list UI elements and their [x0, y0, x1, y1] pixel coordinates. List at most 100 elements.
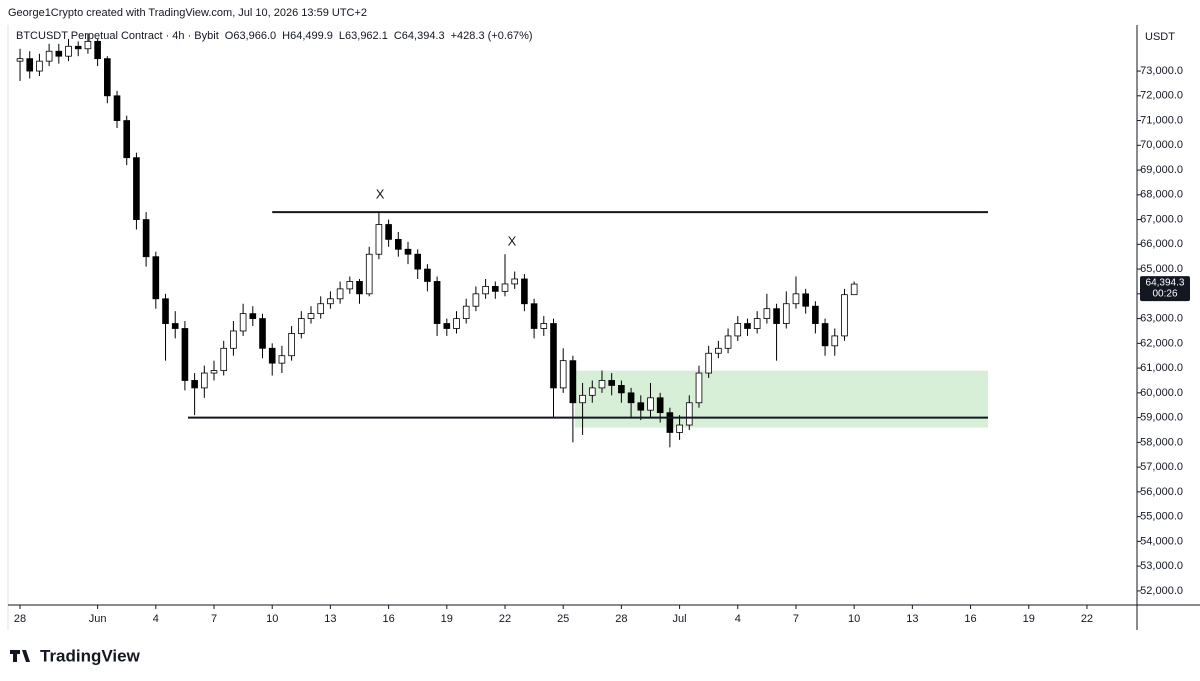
candle-body: [569, 360, 577, 404]
candle-body: [191, 380, 198, 389]
candle-body: [666, 412, 674, 433]
candle-body: [511, 278, 519, 285]
candle-body: [424, 268, 431, 282]
price-tag-label: 64,394.3: [1146, 278, 1185, 289]
candle-body: [821, 323, 829, 347]
candle-body: [850, 283, 858, 296]
candle-body: [521, 278, 528, 305]
currency: USDT: [1145, 31, 1175, 43]
candle-body: [210, 370, 218, 374]
logo-text: TradingView: [40, 646, 141, 665]
x-tick-label: 19: [1023, 613, 1035, 625]
candle-body: [462, 305, 470, 319]
candle-body: [676, 424, 683, 433]
candle-body: [249, 313, 257, 319]
x-tick-label: 13: [324, 613, 336, 625]
candle-body: [792, 293, 800, 305]
candle-body: [579, 394, 586, 404]
candle-body: [317, 303, 325, 315]
candle-body: [171, 323, 179, 329]
candle-body: [831, 335, 839, 347]
candle-body: [288, 333, 295, 357]
y-tick-label: 71,000.0: [1140, 114, 1183, 126]
x-tick-label: 22: [499, 613, 511, 625]
credit: George1Crypto created with TradingView.c…: [8, 7, 367, 19]
candle-body: [394, 238, 402, 250]
x-tick-label: 22: [1081, 613, 1093, 625]
x-tick-label: 10: [266, 613, 278, 625]
legend-symbol: BTCUSDT Perpetual Contract · 4h · Bybit: [16, 30, 219, 42]
candle-body: [356, 281, 363, 295]
legend-change: +428.3 (+0.67%): [451, 30, 533, 42]
candle-body: [123, 120, 131, 159]
candle-body: [36, 60, 43, 72]
candle-body: [491, 286, 499, 292]
candle-body: [65, 45, 72, 57]
x-tick-label: 28: [14, 613, 26, 625]
candle-body: [230, 330, 237, 349]
logo-mark: [10, 650, 30, 662]
legend: BTCUSDT Perpetual Contract · 4h · Bybit O…: [16, 30, 533, 42]
x-tick-label: 16: [964, 613, 976, 625]
candle-body: [268, 347, 276, 364]
y-tick-label: 70,000.0: [1140, 139, 1183, 151]
x-tick-label: 25: [557, 613, 569, 625]
y-tick-label: 56,000.0: [1140, 486, 1183, 498]
legend-high: H64,499.9: [282, 30, 333, 42]
candle-body: [637, 402, 645, 411]
candle-body: [482, 286, 489, 295]
y-tick-label: 65,000.0: [1140, 263, 1183, 275]
annotation: X: [508, 233, 517, 248]
y-tick-label: 69,000.0: [1140, 164, 1183, 176]
candle-body: [715, 347, 722, 354]
candle-body: [773, 308, 780, 324]
x-tick-label: 28: [615, 613, 627, 625]
price-tag-countdown: 00:26: [1152, 289, 1177, 300]
annotation: X: [376, 186, 385, 201]
candle-body: [113, 95, 121, 121]
candle-body: [26, 58, 34, 72]
candle-body: [307, 313, 315, 319]
x-tick-label: 7: [793, 613, 799, 625]
candle-body: [94, 40, 101, 60]
x-tick-label: Jul: [673, 613, 687, 625]
y-tick-label: 55,000.0: [1140, 511, 1183, 523]
candle-body: [598, 380, 606, 389]
candle-body: [84, 40, 92, 50]
x-tick-label: 4: [153, 613, 159, 625]
price-tag: [1140, 276, 1190, 302]
candle-body: [365, 253, 373, 295]
candle-body: [656, 397, 664, 414]
candle-body: [404, 248, 412, 255]
candle-body: [201, 372, 208, 389]
legend-close: C64,394.3: [394, 30, 445, 42]
candle-body: [588, 387, 596, 396]
candle-body: [530, 303, 538, 329]
y-tick-label: 67,000.0: [1140, 213, 1183, 225]
candle-body: [385, 224, 392, 240]
y-tick-label: 73,000.0: [1140, 65, 1183, 77]
y-tick-label: 72,000.0: [1140, 90, 1183, 102]
y-tick-label: 59,000.0: [1140, 412, 1183, 424]
candle-body: [453, 318, 460, 329]
y-tick-label: 57,000.0: [1140, 461, 1183, 473]
y-tick-label: 53,000.0: [1140, 560, 1183, 572]
candle-body: [45, 50, 53, 62]
candle-body: [297, 318, 305, 334]
candle-body: [472, 293, 480, 307]
candle-body: [802, 293, 809, 307]
logo: TradingView: [10, 646, 141, 665]
candle-body: [782, 303, 790, 324]
candle-body: [433, 281, 441, 324]
candle-body: [346, 281, 354, 290]
candle-body: [220, 347, 228, 371]
x-tick-label: 7: [211, 613, 217, 625]
y-tick-label: 61,000.0: [1140, 362, 1183, 374]
candle-body: [104, 58, 111, 97]
x-tick-label: 13: [906, 613, 918, 625]
x-tick-label: 4: [735, 613, 741, 625]
candle-body: [152, 256, 160, 300]
candle-body: [705, 352, 712, 374]
y-tick-label: 68,000.0: [1140, 189, 1183, 201]
